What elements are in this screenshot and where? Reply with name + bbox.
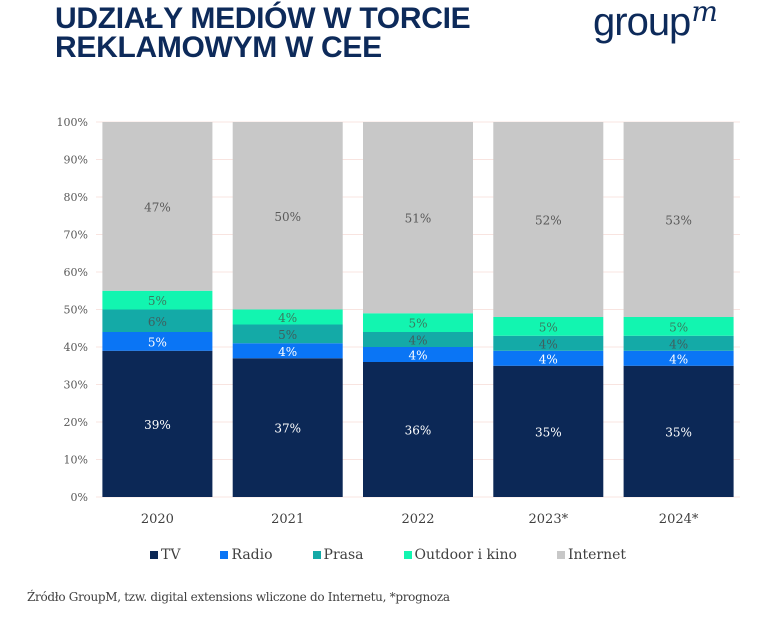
title-line-2: REKLAMOWYM W CEE <box>55 31 382 64</box>
data-label: 50% <box>274 210 301 224</box>
legend-item-outdoor: Outdoor i kino <box>403 547 517 563</box>
chart-title: UDZIAŁY MEDIÓW W TORCIE REKLAMOWYM W CEE <box>55 2 471 64</box>
bar-segment-outdoor-i-kino <box>363 313 473 332</box>
data-label: 37% <box>274 422 301 436</box>
bar-segment-tv <box>102 350 213 497</box>
bar-stack: 35% 4%4% 5% 52% <box>493 122 604 497</box>
data-label: 4% <box>408 334 427 348</box>
data-label: 36% <box>405 424 432 438</box>
data-label: 53% <box>665 214 692 228</box>
data-label: 51% <box>405 212 432 226</box>
groupm-logo: groupm <box>593 0 718 50</box>
legend-swatch-tv <box>150 551 158 559</box>
data-label: 5% <box>148 294 167 308</box>
y-tick-label: 70% <box>64 229 88 242</box>
bar-segment-internet <box>363 122 473 314</box>
data-label: 4% <box>408 349 427 363</box>
data-label: 4% <box>669 352 688 366</box>
data-label: 4% <box>278 311 297 325</box>
legend-label: Internet <box>567 547 627 563</box>
data-label: 5% <box>148 335 167 349</box>
x-tick-label: 2023* <box>529 512 569 527</box>
legend-label: TV <box>161 547 181 563</box>
legend-label: Radio <box>231 547 273 563</box>
data-label: 5% <box>278 328 297 342</box>
legend-swatch-prasa <box>312 551 321 559</box>
x-tick-label: 2020 <box>141 512 174 527</box>
bar-segment-tv <box>623 365 734 497</box>
title-line-1: UDZIAŁY MEDIÓW W TORCIE <box>55 2 471 35</box>
data-label: 47% <box>144 200 171 214</box>
x-axis: 2020 2021 2022 2023* 2024* <box>141 512 699 527</box>
data-label: 5% <box>539 320 558 334</box>
data-label: 5% <box>669 320 688 334</box>
logo-superscript: m <box>691 0 718 28</box>
x-tick-label: 2024* <box>659 512 699 527</box>
bar-stack: 35% 4%4% 5% 53% <box>623 122 734 497</box>
bars: 39%5%6%5%47%37%4%5%4%50%36%4%4%5%51%35%4… <box>102 122 734 497</box>
data-label: 35% <box>535 425 562 439</box>
bar-stack: 36% 4%4% 5% 51% <box>363 122 473 497</box>
data-label: 4% <box>539 352 558 366</box>
legend-label: Prasa <box>323 547 364 563</box>
bar-segment-tv <box>232 358 343 497</box>
data-label: 4% <box>278 345 297 359</box>
bar-segment-prasa <box>232 324 343 344</box>
data-label: 4% <box>669 337 688 351</box>
source-note: Źródło GroupM, tzw. digital extensions w… <box>27 590 450 604</box>
legend: TV Radio Prasa Outdoor i kino Internet <box>150 547 666 563</box>
bar-segment-internet <box>232 122 343 310</box>
bar-segment-outdoor-i-kino <box>102 290 213 310</box>
y-tick-label: 90% <box>64 154 88 167</box>
y-tick-label: 20% <box>64 416 88 429</box>
bar-segment-radio <box>363 347 473 362</box>
x-tick-label: 2021 <box>271 512 304 527</box>
bar-stack: 39% 5% 6% 5% 47% <box>102 122 213 497</box>
y-tick-label: 0% <box>71 491 88 504</box>
y-tick-label: 40% <box>64 341 88 354</box>
legend-swatch-radio <box>220 551 229 559</box>
logo-text: group <box>593 0 691 44</box>
bar-segment-outdoor-i-kino <box>493 317 604 336</box>
bar-segment-radio <box>232 343 343 359</box>
bar-segment-internet <box>102 122 213 291</box>
data-label: 6% <box>148 315 167 329</box>
data-label: 39% <box>144 418 171 432</box>
y-axis: 0% 10% 20% 30% 40% 50% 60% 70% 80% 90% 100% <box>57 116 88 504</box>
bar-segment-radio <box>623 350 734 366</box>
x-tick-label: 2022 <box>401 512 434 527</box>
bar-segment-prasa <box>363 332 473 347</box>
y-tick-label: 30% <box>64 379 88 392</box>
y-tick-label: 80% <box>64 191 88 204</box>
y-tick-label: 100% <box>57 116 88 129</box>
bar-stack: 37% 4% 5% 4% 50% <box>232 122 343 497</box>
bar-segment-prasa <box>102 309 213 332</box>
stacked-bar-chart: 0% 10% 20% 30% 40% 50% 60% 70% 80% 90% 100% 39% 5% 6… <box>57 116 740 527</box>
bar-segment-prasa <box>493 335 604 351</box>
y-tick-label: 10% <box>64 454 88 467</box>
legend-item-radio: Radio <box>220 547 273 563</box>
y-tick-label: 60% <box>64 266 88 279</box>
bar-segment-tv <box>493 365 604 497</box>
legend-item-prasa: Prasa <box>312 547 364 563</box>
bar-segment-internet <box>493 122 604 317</box>
legend-swatch-internet <box>556 551 565 559</box>
data-label: 4% <box>539 337 558 351</box>
y-tick-label: 50% <box>64 304 88 317</box>
legend-swatch-outdoor <box>403 551 412 559</box>
bar-segment-radio <box>102 332 213 351</box>
bar-segment-internet <box>623 122 734 317</box>
bar-segment-outdoor-i-kino <box>232 309 343 325</box>
bar-segment-outdoor-i-kino <box>623 317 734 336</box>
data-label: 5% <box>408 317 427 331</box>
bar-segment-radio <box>493 350 604 366</box>
data-label: 52% <box>535 214 562 228</box>
data-label: 35% <box>665 425 692 439</box>
legend-item-tv: TV <box>150 547 180 563</box>
legend-item-internet: Internet <box>556 547 627 563</box>
legend-label: Outdoor i kino <box>414 547 517 563</box>
bar-segment-tv <box>363 362 473 497</box>
bar-segment-prasa <box>623 335 734 351</box>
